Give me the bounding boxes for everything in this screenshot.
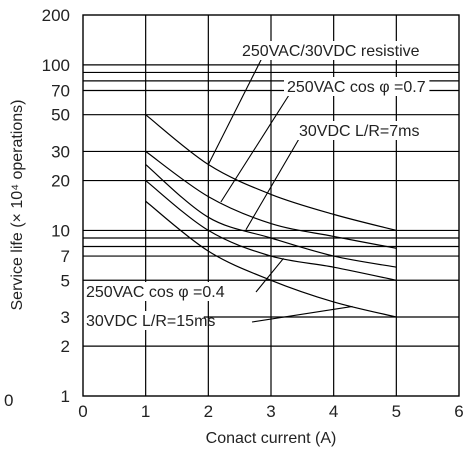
y-tick-label: 100 <box>42 56 70 75</box>
y-axis-label: Service life (× 10⁴ operations) <box>9 100 26 311</box>
y-tick-label: 200 <box>42 6 70 25</box>
annotation-label-bg <box>83 282 229 301</box>
y-tick-label: 10 <box>51 221 70 240</box>
x-tick-labels: 0 1 2 3 4 5 6 <box>78 402 463 421</box>
leader-line-3 <box>245 131 304 231</box>
y-tick-label: 70 <box>51 81 70 100</box>
y-tick-label: 2 <box>61 337 70 356</box>
x-tick-label: 5 <box>392 402 401 421</box>
y-tick-label: 1 <box>61 387 70 406</box>
y-tick-label: 50 <box>51 106 70 125</box>
y-tick-labels: 1 2 3 5 7 10 20 30 50 70 100 200 <box>42 6 70 406</box>
annotation-label-bg <box>239 41 426 60</box>
leader-line-2 <box>220 94 290 203</box>
series-curve-2 <box>145 150 397 249</box>
annotation-labels: 250VAC/30VDC resistive 250VAC cos φ =0.7 3… <box>83 41 430 330</box>
y-tick-label: 20 <box>51 172 70 191</box>
x-axis-label: Conact current (A) <box>206 430 337 447</box>
annotation-label-bg <box>296 121 409 140</box>
y-tick-label: 30 <box>51 142 70 161</box>
annotation-label-bg <box>284 77 430 96</box>
series-curves <box>145 114 397 318</box>
annotation-label-3: 30VDC L/R=7ms <box>299 123 420 140</box>
annotation-leaders <box>207 57 353 323</box>
x-tick-label: 2 <box>204 402 213 421</box>
x-tick-label: 3 <box>266 402 275 421</box>
series-curve-1 <box>145 114 397 232</box>
plot-frame <box>82 14 460 397</box>
y-tick-label: 7 <box>61 247 70 266</box>
leader-line-1 <box>207 57 263 165</box>
annotation-label-bg <box>83 311 204 330</box>
annotation-label-4: 250VAC cos φ =0.4 <box>86 284 225 301</box>
annotation-label-1: 250VAC/30VDC resistive <box>242 43 420 60</box>
y-tick-label: 5 <box>61 271 70 290</box>
annotation-label-2: 250VAC cos φ =0.7 <box>287 79 426 96</box>
annotation-label-5: 30VDC L/R=15ms <box>86 313 215 330</box>
x-tick-label: 4 <box>329 402 338 421</box>
x-tick-label: 1 <box>141 402 150 421</box>
grid <box>83 15 459 396</box>
stray-zero-label: 0 <box>4 391 13 410</box>
y-tick-label: 3 <box>61 308 70 327</box>
series-curve-5 <box>145 200 397 318</box>
x-tick-label: 6 <box>454 402 463 421</box>
x-tick-label: 0 <box>78 402 87 421</box>
series-curve-3 <box>145 164 397 268</box>
series-curve-4 <box>145 180 397 281</box>
leader-line-4 <box>255 257 284 293</box>
leader-line-5 <box>251 305 353 323</box>
